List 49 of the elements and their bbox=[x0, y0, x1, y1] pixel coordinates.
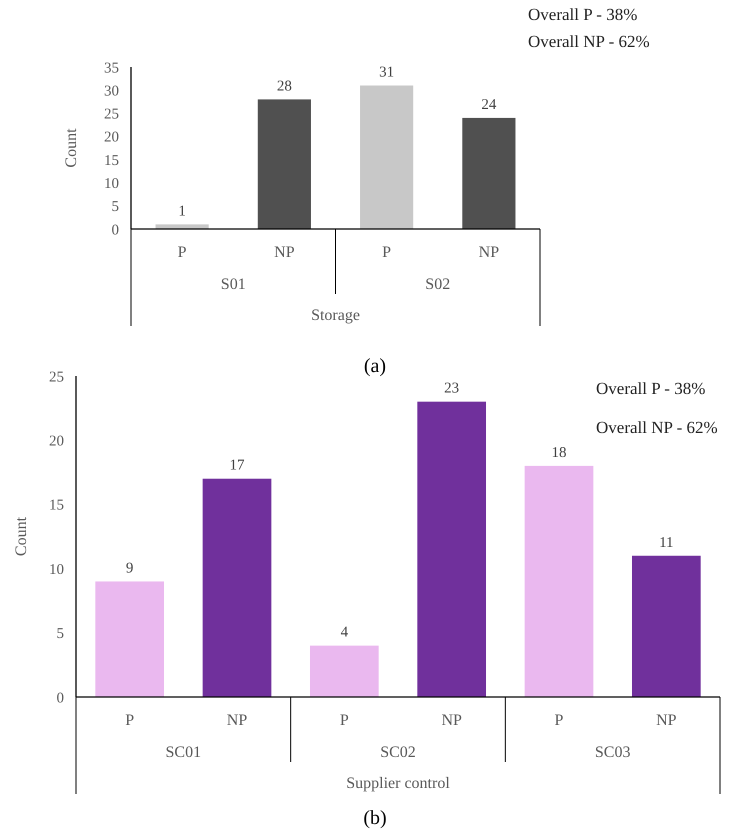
data-label: 24 bbox=[481, 96, 497, 113]
text: (a) bbox=[364, 355, 386, 377]
text: Overall NP - 62% bbox=[528, 32, 650, 51]
annotation: Overall NP - 62% bbox=[596, 418, 718, 437]
y-tick-label: 30 bbox=[104, 83, 119, 100]
data-label: 31 bbox=[379, 64, 394, 81]
text: SC03 bbox=[594, 744, 630, 761]
x-tick-label: P bbox=[178, 244, 187, 261]
y-tick-label: 5 bbox=[56, 626, 64, 642]
y-tick-label: 10 bbox=[49, 562, 64, 578]
x-axis-title: Supplier control bbox=[346, 775, 450, 792]
x-tick-label: NP bbox=[441, 712, 462, 729]
data-label: 23 bbox=[444, 380, 460, 397]
x-axis-title: Storage bbox=[311, 307, 360, 324]
y-tick-label: 0 bbox=[56, 690, 64, 706]
x-tick-label: NP bbox=[226, 712, 248, 729]
annotation: Overall P - 38% bbox=[596, 379, 706, 398]
y-tick-label: 5 bbox=[112, 199, 119, 216]
data-label: 18 bbox=[552, 444, 566, 461]
y-tick-label: 20 bbox=[49, 433, 64, 450]
y-axis-title: Count bbox=[13, 516, 30, 556]
data-label: 28 bbox=[276, 78, 292, 94]
x-tick-label: P bbox=[125, 712, 134, 729]
y-tick-label: 15 bbox=[49, 498, 64, 514]
text: S02 bbox=[425, 276, 450, 293]
y-tick-label: 25 bbox=[104, 106, 119, 123]
text: SC02 bbox=[380, 744, 416, 761]
text: SC01 bbox=[166, 744, 202, 761]
x-tick-label: NP bbox=[478, 244, 500, 261]
data-label: 17 bbox=[230, 458, 245, 474]
x-tick-label: NP bbox=[656, 712, 677, 729]
data-label: 11 bbox=[659, 534, 674, 551]
x-tick-label: P bbox=[382, 244, 392, 261]
x-tick-label: NP bbox=[274, 244, 295, 261]
x-tick-label: P bbox=[554, 712, 564, 729]
data-label: 4 bbox=[340, 624, 349, 641]
x-tick-label: P bbox=[340, 712, 349, 729]
y-tick-label: 15 bbox=[104, 152, 119, 169]
y-tick-label: 20 bbox=[104, 130, 119, 146]
y-tick-label: 25 bbox=[49, 369, 64, 386]
y-tick-label: 35 bbox=[104, 60, 119, 76]
data-label: 1 bbox=[178, 203, 186, 220]
text: S01 bbox=[220, 276, 246, 293]
y-axis-title: Count bbox=[63, 128, 80, 168]
text: (b) bbox=[363, 807, 387, 829]
y-tick-label: 10 bbox=[104, 176, 119, 192]
y-tick-label: 0 bbox=[112, 222, 119, 238]
text: Overall P - 38% bbox=[528, 5, 638, 24]
data-label: 9 bbox=[126, 560, 134, 576]
